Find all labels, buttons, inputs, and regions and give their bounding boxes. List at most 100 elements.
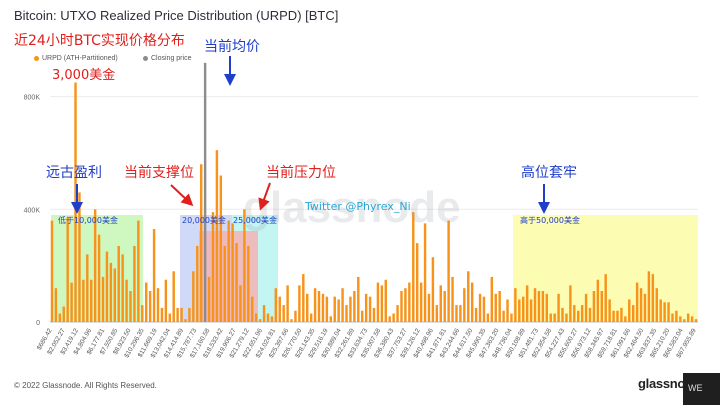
urpd-bar[interactable] [671,313,674,322]
urpd-bar[interactable] [612,310,615,322]
urpd-bar[interactable] [482,296,486,322]
closing-price-bar[interactable] [203,62,207,322]
urpd-bar[interactable] [321,293,325,322]
urpd-bar[interactable] [125,279,128,322]
urpd-bar[interactable] [251,296,254,322]
urpd-bar[interactable] [412,212,415,322]
urpd-bar[interactable] [258,319,262,322]
urpd-bar[interactable] [459,305,462,322]
urpd-bar[interactable] [188,307,191,322]
urpd-bar[interactable] [667,302,670,322]
urpd-bar[interactable] [286,285,289,322]
urpd-bar[interactable] [349,296,352,322]
legend-urpd[interactable]: URPD (ATH-Partitioned) [34,55,118,62]
urpd-bar[interactable] [58,313,62,322]
urpd-bar[interactable] [620,307,623,322]
urpd-bar[interactable] [243,209,246,322]
urpd-bar[interactable] [231,223,234,322]
urpd-bar[interactable] [168,313,171,322]
urpd-bar[interactable] [588,307,592,322]
urpd-bar[interactable] [50,220,54,322]
urpd-bar[interactable] [317,291,321,322]
urpd-bar[interactable] [133,245,136,322]
urpd-bar[interactable] [172,271,175,322]
urpd-bar[interactable] [192,271,195,322]
urpd-bar[interactable] [616,310,619,322]
urpd-bar[interactable] [266,313,270,322]
urpd-bar[interactable] [247,245,250,322]
urpd-bar[interactable] [176,307,179,322]
urpd-bar[interactable] [655,288,658,322]
urpd-bar[interactable] [529,299,533,322]
urpd-bar[interactable] [580,305,584,322]
urpd-bar[interactable] [223,245,226,322]
urpd-bar[interactable] [90,279,93,322]
urpd-bar[interactable] [309,313,313,322]
urpd-bar[interactable] [109,262,113,322]
urpd-bar[interactable] [427,293,431,322]
urpd-bar[interactable] [254,313,258,322]
urpd-bar[interactable] [635,282,639,322]
urpd-bar[interactable] [199,164,203,322]
urpd-bar[interactable] [219,175,223,322]
urpd-bar[interactable] [639,288,643,322]
urpd-bar[interactable] [533,288,537,322]
urpd-bar[interactable] [66,217,69,322]
urpd-bar[interactable] [97,234,101,322]
urpd-bar[interactable] [514,288,517,322]
urpd-bar[interactable] [184,319,187,322]
urpd-bar[interactable] [486,313,490,322]
urpd-bar[interactable] [679,316,682,322]
legend-closing-price[interactable]: Closing price [143,55,191,62]
urpd-bar[interactable] [62,306,65,322]
urpd-bar[interactable] [145,282,148,322]
urpd-bar[interactable] [137,220,140,322]
urpd-bar[interactable] [643,293,647,322]
urpd-bar[interactable] [196,245,199,322]
urpd-bar[interactable] [431,257,435,322]
urpd-bar[interactable] [490,276,494,322]
urpd-bar[interactable] [675,310,678,322]
urpd-bar[interactable] [400,291,403,322]
urpd-bar[interactable] [419,282,423,322]
urpd-bar[interactable] [545,293,549,322]
urpd-bar[interactable] [443,291,446,322]
urpd-bar[interactable] [86,254,89,322]
urpd-bar[interactable] [659,299,662,322]
urpd-bar[interactable] [478,293,482,322]
urpd-bar[interactable] [341,288,344,322]
urpd-bar[interactable] [384,279,387,322]
urpd-bar[interactable] [506,299,509,322]
urpd-bar[interactable] [211,212,215,322]
urpd-bar[interactable] [302,274,305,322]
urpd-bar[interactable] [353,291,356,322]
urpd-bar[interactable] [129,291,132,322]
urpd-bar[interactable] [306,293,309,322]
urpd-bar[interactable] [541,291,545,322]
urpd-bar[interactable] [584,293,588,322]
urpd-bar[interactable] [447,220,450,322]
urpd-bar[interactable] [345,305,348,322]
urpd-bar[interactable] [70,282,73,322]
urpd-bar[interactable] [388,316,391,322]
urpd-bar[interactable] [235,243,238,322]
urpd-bar[interactable] [404,288,407,322]
urpd-bar[interactable] [282,305,285,322]
urpd-bar[interactable] [577,310,580,322]
urpd-bar[interactable] [357,276,360,322]
urpd-bar[interactable] [278,296,281,322]
urpd-bar[interactable] [105,251,109,322]
urpd-bar[interactable] [561,307,564,322]
urpd-bar[interactable] [565,313,568,322]
urpd-bar[interactable] [553,313,556,322]
urpd-bar[interactable] [274,288,278,322]
urpd-bar[interactable] [364,293,368,322]
urpd-bar[interactable] [180,307,183,322]
urpd-bar[interactable] [298,285,301,322]
urpd-bar[interactable] [74,82,77,322]
urpd-bar[interactable] [54,288,58,322]
urpd-bar[interactable] [423,223,427,322]
urpd-bar[interactable] [207,276,211,322]
urpd-bar[interactable] [470,282,474,322]
urpd-bar[interactable] [329,316,333,322]
